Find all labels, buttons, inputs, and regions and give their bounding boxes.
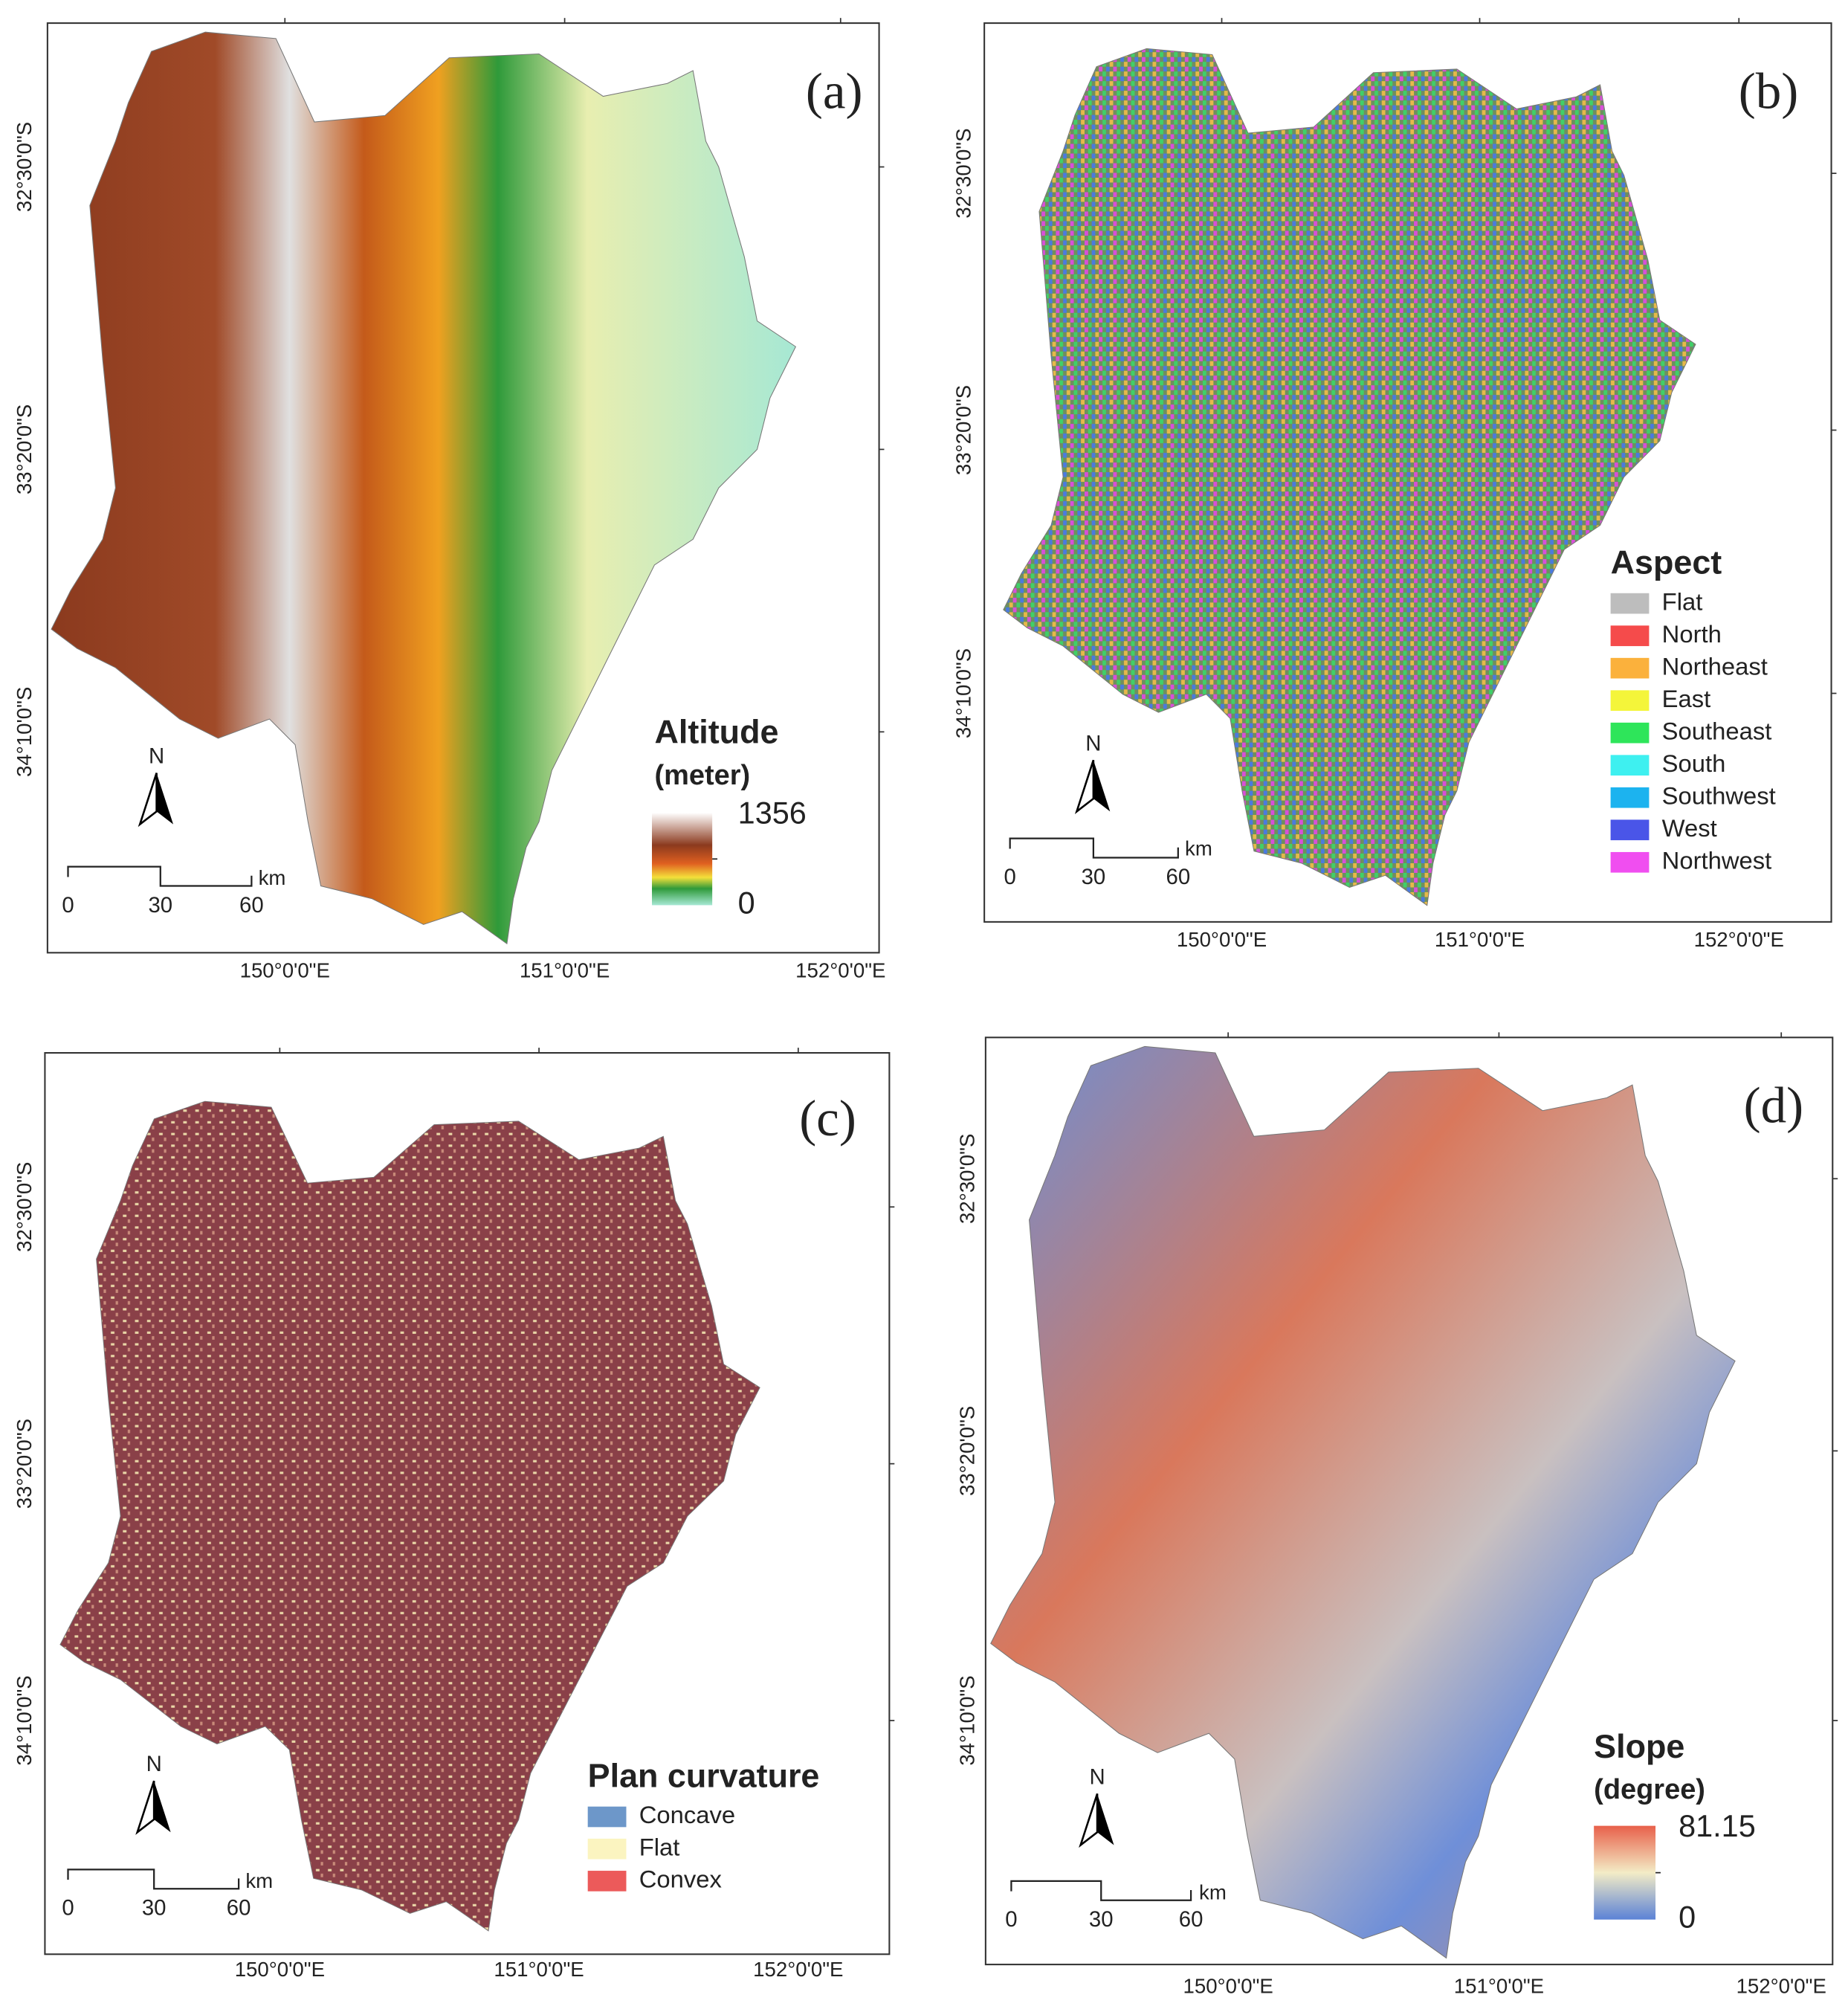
legend-label: Northeast	[1662, 652, 1768, 680]
scale-label: 30	[1082, 865, 1106, 889]
scale-label: 0	[62, 1896, 74, 1921]
latitude-label: 34°10'0"S	[952, 648, 975, 738]
scale-bar	[1009, 837, 1179, 859]
map-panel: (d) 32°30'0"S 33°20'0"S 34°10'0"S 150°0'0"E 1…	[956, 1032, 1838, 1997]
legend-swatch	[1610, 722, 1650, 744]
north-label: N	[146, 1752, 162, 1776]
legend-swatch	[1610, 657, 1650, 679]
scale-label: 0	[62, 893, 74, 918]
scale-label: 0	[1005, 1907, 1017, 1932]
longitude-label: 150°0'0"E	[1177, 928, 1267, 951]
legend-label: Southeast	[1662, 717, 1772, 744]
scale-label: 60	[227, 1896, 251, 1921]
legend-swatch	[1610, 690, 1650, 711]
legend-label: North	[1662, 620, 1722, 648]
map-panel: (b) 32°30'0"S 33°20'0"S 34°10'0"S 150°0'0"E 1…	[952, 18, 1837, 951]
longitude-label: 152°0'0"E	[753, 1958, 843, 1981]
legend-swatch	[1610, 819, 1650, 841]
scale-label: 30	[1089, 1907, 1114, 1932]
latitude-label: 33°20'0"S	[952, 385, 975, 475]
longitude-label: 150°0'0"E	[240, 959, 330, 982]
scale-bar	[1010, 1880, 1192, 1901]
latitude-label: 33°20'0"S	[13, 404, 36, 494]
legend-swatch	[1610, 755, 1650, 776]
latitude-label: 32°30'0"S	[952, 128, 975, 218]
north-arrow	[1093, 760, 1111, 812]
legend-title: Slope	[1594, 1727, 1684, 1765]
legend-label: Northwest	[1662, 846, 1772, 874]
latitude-label: 34°10'0"S	[13, 687, 36, 777]
panel-label: (b)	[1739, 62, 1799, 119]
latitude-label: 33°20'0"S	[956, 1406, 979, 1496]
legend-swatch	[587, 1806, 627, 1828]
longitude-label: 152°0'0"E	[1694, 928, 1784, 951]
scale-unit: km	[259, 866, 286, 889]
scale-label: 30	[142, 1896, 167, 1921]
latitude-label: 32°30'0"S	[956, 1134, 979, 1224]
longitude-label: 151°0'0"E	[1454, 1974, 1544, 1997]
scale-unit: km	[1199, 1880, 1227, 1903]
longitude-label: 150°0'0"E	[235, 1958, 325, 1981]
legend-label: Southwest	[1662, 781, 1776, 809]
scale-label: 60	[1179, 1907, 1204, 1932]
legend-label: West	[1662, 814, 1717, 842]
longitude-label: 152°0'0"E	[795, 959, 885, 982]
scale-bar	[67, 1868, 240, 1890]
legend-colorbar	[652, 813, 713, 906]
scale-label: 30	[148, 893, 172, 918]
panel-label: (c)	[799, 1089, 856, 1147]
scale-label: 60	[1166, 865, 1191, 889]
latitude-label: 34°10'0"S	[956, 1675, 979, 1765]
legend-title: Plan curvature	[588, 1757, 820, 1795]
legend-swatch	[587, 1871, 627, 1892]
scale-bar	[67, 865, 253, 887]
latitude-label: 32°30'0"S	[13, 122, 36, 212]
legend-swatch	[1610, 851, 1650, 873]
north-arrow	[154, 1781, 171, 1833]
legend-label: East	[1662, 685, 1711, 712]
legend-label: South	[1662, 749, 1726, 777]
north-label: N	[1089, 1764, 1105, 1789]
north-label: N	[149, 744, 164, 769]
map-panel: (c) 32°30'0"S 33°20'0"S 34°10'0"S 150°0'0"E 1…	[13, 1048, 895, 1981]
scale-label: 60	[239, 893, 264, 918]
longitude-label: 150°0'0"E	[1183, 1974, 1273, 1997]
legend-swatch	[587, 1838, 627, 1860]
legend-swatch	[1610, 787, 1650, 808]
legend-label: Convex	[639, 1866, 723, 1893]
scale-unit: km	[1185, 836, 1212, 860]
scale-unit: km	[245, 1869, 273, 1892]
longitude-label: 151°0'0"E	[1435, 928, 1525, 951]
legend-subtitle: (degree)	[1594, 1774, 1705, 1805]
legend-label: Concave	[639, 1801, 735, 1828]
legend-swatch	[1610, 625, 1650, 646]
legend-max: 1356	[738, 795, 807, 830]
longitude-label: 151°0'0"E	[520, 959, 610, 982]
legend-min: 0	[738, 885, 755, 920]
legend-swatch	[1610, 593, 1650, 614]
latitude-label: 33°20'0"S	[13, 1419, 36, 1509]
longitude-label: 152°0'0"E	[1736, 1974, 1826, 1997]
north-label: N	[1085, 731, 1101, 755]
legend-max: 81.15	[1679, 1808, 1756, 1843]
legend-title: Altitude	[654, 713, 778, 751]
legend-subtitle: (meter)	[654, 760, 750, 791]
longitude-label: 151°0'0"E	[494, 1958, 584, 1981]
scale-label: 0	[1004, 865, 1016, 889]
panel-label: (a)	[806, 62, 863, 119]
legend-colorbar	[1594, 1825, 1656, 1920]
legend-label: Flat	[1662, 587, 1703, 615]
legend-label: Flat	[639, 1833, 680, 1860]
latitude-label: 32°30'0"S	[13, 1162, 36, 1252]
latitude-label: 34°10'0"S	[13, 1675, 36, 1765]
legend-title: Aspect	[1611, 544, 1722, 581]
legend-min: 0	[1679, 1900, 1696, 1935]
map-panel: (a) 32°30'0"S 33°20'0"S 34°10'0"S 150°0'0"E 1…	[13, 18, 885, 982]
panel-label: (d)	[1744, 1077, 1804, 1134]
